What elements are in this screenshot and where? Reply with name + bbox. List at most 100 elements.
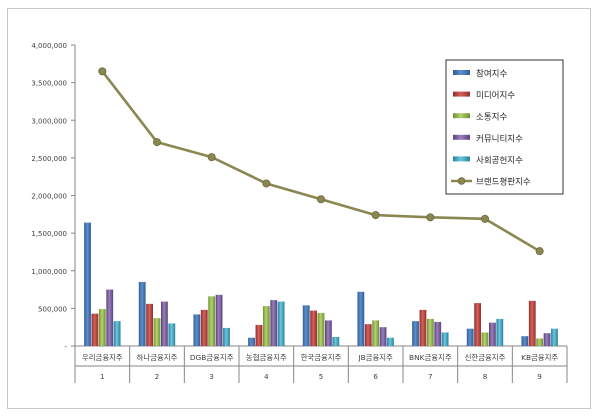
bar-참여지수 xyxy=(193,314,201,346)
y-tick-label: 1,000,000 xyxy=(31,268,67,276)
bar-사회공헌지수 xyxy=(168,323,176,346)
x-rank-label: 6 xyxy=(373,373,378,381)
bar-소통지수 xyxy=(317,312,325,346)
x-tick-label: JB금융지주 xyxy=(357,353,393,362)
x-rank-label: 9 xyxy=(537,373,541,381)
bar-미디어지수 xyxy=(255,324,263,346)
y-tick-label: - xyxy=(64,343,67,351)
bar-미디어지수 xyxy=(146,303,153,346)
bar-참여지수 xyxy=(412,321,419,346)
y-tick-label: 500,000 xyxy=(38,305,67,313)
bar-사회공헌지수 xyxy=(496,318,504,346)
x-rank-label: 4 xyxy=(264,373,269,381)
bar-참여지수 xyxy=(138,282,146,346)
x-tick-label: 한국금융지주 xyxy=(301,353,342,362)
legend-box xyxy=(445,59,564,195)
bar-소통지수 xyxy=(98,309,106,346)
x-tick-label: BNK금융지주 xyxy=(409,353,452,362)
bar-미디어지수 xyxy=(419,309,427,346)
bar-참여지수 xyxy=(84,222,91,346)
bar-커뮤니티지수 xyxy=(434,321,442,346)
line-point xyxy=(262,179,271,188)
bar-커뮤니티지수 xyxy=(215,294,223,346)
chart: - 500,000 1,000,000 1,500,000 2,000,000 2,500… xyxy=(31,42,568,383)
brand-index-line xyxy=(98,67,544,256)
x-rank-label: 2 xyxy=(155,373,159,381)
bar-소통지수 xyxy=(426,318,434,346)
y-tick-label: 1,500,000 xyxy=(31,230,67,238)
bar-커뮤니티지수 xyxy=(270,300,278,346)
legend-label: 커뮤니티지수 xyxy=(476,133,523,144)
bar-사회공헌지수 xyxy=(223,327,230,346)
line-point xyxy=(98,67,107,76)
bar-사회공헌지수 xyxy=(387,337,394,346)
line-point xyxy=(371,211,380,220)
bar-참여지수 xyxy=(521,336,529,346)
legend-label: 사회공헌지수 xyxy=(476,156,523,166)
bar-미디어지수 xyxy=(364,324,372,346)
bar-커뮤니티지수 xyxy=(106,289,114,346)
bar-커뮤니티지수 xyxy=(543,333,551,346)
x-rank-label: 1 xyxy=(100,373,104,381)
line-point xyxy=(152,138,161,147)
bar-참여지수 xyxy=(302,305,310,346)
bar-미디어지수 xyxy=(474,303,481,346)
line-point xyxy=(207,153,216,162)
y-tick-label: 3,000,000 xyxy=(31,117,67,125)
y-tick-label: 3,500,000 xyxy=(31,80,67,88)
bar-참여지수 xyxy=(357,291,365,346)
x-tick-label: 하나금융지주 xyxy=(137,353,178,362)
bar-커뮤니티지수 xyxy=(325,320,332,346)
bar-소통지수 xyxy=(208,296,216,346)
line-point xyxy=(426,213,435,222)
bar-소통지수 xyxy=(153,318,161,346)
bar-커뮤니티지수 xyxy=(161,301,168,346)
x-rank-label: 3 xyxy=(209,373,213,381)
bar-사회공헌지수 xyxy=(441,332,449,346)
chart-frame: - 500,000 1,000,000 1,500,000 2,000,000 2,500… xyxy=(7,8,591,409)
bar-커뮤니티지수 xyxy=(379,327,387,346)
x-tick-label: KB금융지주 xyxy=(521,353,558,362)
line-point xyxy=(535,247,544,256)
legend-swatch xyxy=(453,91,470,97)
axes: - 500,000 1,000,000 1,500,000 2,000,000 2,500… xyxy=(31,42,568,383)
x-tick-label: 우리금융지주 xyxy=(82,353,123,362)
bar-사회공헌지수 xyxy=(277,301,285,346)
legend-label: 참여지수 xyxy=(476,69,507,80)
bar-미디어지수 xyxy=(528,300,536,346)
legend-label: 브랜드평판지수 xyxy=(476,177,531,188)
x-tick-label: 신한금융지주 xyxy=(465,353,506,362)
legend-label: 소통지수 xyxy=(476,113,507,123)
x-tick-label: DGB금융지주 xyxy=(190,353,234,362)
bar-참여지수 xyxy=(466,328,474,346)
bar-사회공헌지수 xyxy=(332,336,340,346)
x-rank-label: 8 xyxy=(483,373,487,381)
legend-swatch xyxy=(453,113,470,119)
bar-미디어지수 xyxy=(200,309,208,346)
bar-미디어지수 xyxy=(91,313,99,346)
y-tick-label: 2,500,000 xyxy=(31,155,67,163)
x-rank-label: 7 xyxy=(428,373,432,381)
x-tick-label: 농협금융지주 xyxy=(246,353,287,362)
bar-소통지수 xyxy=(481,332,489,346)
legend-marker xyxy=(457,177,466,185)
bar-사회공헌지수 xyxy=(113,321,121,346)
legend-label: 미디어지수 xyxy=(476,90,515,101)
legend-swatch xyxy=(453,156,470,162)
y-tick-label: 4,000,000 xyxy=(31,42,67,50)
bar-소통지수 xyxy=(262,306,270,346)
bar-소통지수 xyxy=(536,338,544,346)
bar-사회공헌지수 xyxy=(551,328,558,346)
bar-소통지수 xyxy=(372,320,380,346)
line-point xyxy=(480,214,489,223)
y-tick-label: 2,000,000 xyxy=(31,193,67,201)
bar-미디어지수 xyxy=(310,310,317,346)
legend-swatch xyxy=(453,134,470,140)
x-rank-label: 5 xyxy=(319,373,323,381)
legend-swatch xyxy=(453,70,470,75)
bars xyxy=(84,222,558,346)
line-point xyxy=(316,195,325,204)
bar-커뮤니티지수 xyxy=(489,322,496,346)
bar-참여지수 xyxy=(248,337,255,346)
